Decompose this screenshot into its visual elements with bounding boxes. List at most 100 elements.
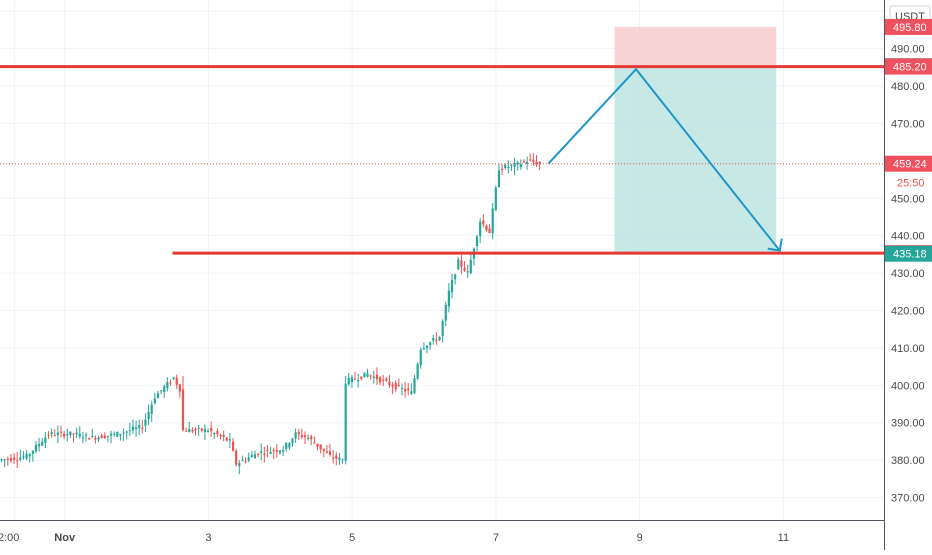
candle-body [438, 336, 441, 340]
candle-body [194, 428, 197, 431]
candle-body [366, 373, 369, 377]
candle-body [319, 444, 322, 450]
time-tick-label: 2:00 [0, 532, 19, 544]
price-tag-label: 459.24 [893, 159, 927, 171]
candle [535, 155, 538, 168]
candle [335, 452, 338, 466]
candle [134, 420, 138, 437]
candle-body [285, 442, 288, 449]
candle-body [535, 161, 538, 165]
candle [216, 428, 219, 438]
candle [450, 273, 454, 299]
time-axis: 2:00 Nov 3 5 7 9 11 [0, 532, 789, 544]
candle [263, 447, 266, 463]
candle-body [222, 434, 225, 437]
candle-body [363, 372, 366, 378]
candle-body [504, 164, 507, 169]
candle [50, 428, 53, 438]
candle-body [419, 349, 422, 365]
candle-body [16, 459, 19, 461]
candle [116, 431, 119, 438]
candle [72, 432, 75, 443]
candle [316, 443, 319, 451]
position-stop-zone [614, 26, 777, 67]
candle-body [19, 457, 22, 460]
candle-body [538, 161, 541, 164]
candle [28, 452, 31, 463]
candle-body [335, 455, 338, 459]
candle [341, 458, 344, 464]
candle [222, 430, 225, 442]
candle-body [422, 348, 425, 350]
candle [197, 424, 200, 436]
price-tick-label: 420.00 [891, 306, 925, 318]
price-tag [885, 245, 932, 262]
candle [441, 319, 444, 343]
candle [47, 431, 50, 439]
candle-body [256, 453, 260, 455]
candle-body [429, 342, 432, 346]
candle [228, 433, 232, 449]
candle-body [69, 431, 72, 436]
candle [369, 374, 372, 380]
candle-body [206, 430, 210, 432]
candle [128, 422, 131, 436]
candle [300, 428, 303, 440]
candle [475, 234, 479, 252]
candle-body [122, 432, 125, 434]
price-tag [885, 58, 932, 75]
candle-body [97, 437, 100, 440]
candle-body [413, 378, 416, 393]
candle-body [3, 459, 6, 461]
candle [275, 444, 278, 458]
candle-body [485, 225, 488, 231]
price-tick-label: 490.00 [891, 44, 925, 56]
candle-body [134, 427, 138, 430]
candle-body [103, 435, 106, 438]
candle [253, 450, 257, 459]
candle-body [507, 166, 510, 168]
candle-body [66, 434, 69, 436]
candle-body [178, 384, 181, 392]
candle-body [272, 450, 275, 452]
candle-body [50, 432, 53, 435]
candle-body [28, 454, 31, 457]
candle [504, 163, 507, 170]
candle-body [369, 375, 372, 377]
candle [385, 376, 388, 382]
candle-body [341, 459, 344, 461]
candle [432, 334, 435, 345]
candle-body [228, 439, 232, 441]
candle [532, 153, 535, 166]
candle-body [260, 451, 263, 454]
candle [522, 159, 526, 164]
candle [109, 430, 113, 444]
candle-body [303, 435, 307, 438]
candle [6, 456, 9, 466]
candle [310, 434, 313, 446]
candle [12, 452, 16, 464]
candle [328, 443, 332, 457]
candle-body [513, 162, 516, 168]
candle [526, 156, 529, 170]
candle [200, 427, 203, 433]
candle-body [169, 382, 172, 384]
candle [94, 435, 97, 444]
candle [303, 431, 307, 445]
candle [407, 382, 410, 396]
candle [106, 435, 110, 443]
candle [25, 450, 28, 461]
candle-body [109, 433, 113, 436]
candle [172, 376, 175, 381]
candle-body [410, 391, 413, 394]
candle [91, 429, 94, 439]
candle [488, 223, 491, 234]
price-tag-label: 485.20 [893, 62, 927, 74]
candle-body [372, 376, 375, 378]
candle-body [526, 161, 529, 164]
candle [238, 460, 241, 475]
candle-body [469, 259, 472, 274]
candle [357, 373, 360, 388]
